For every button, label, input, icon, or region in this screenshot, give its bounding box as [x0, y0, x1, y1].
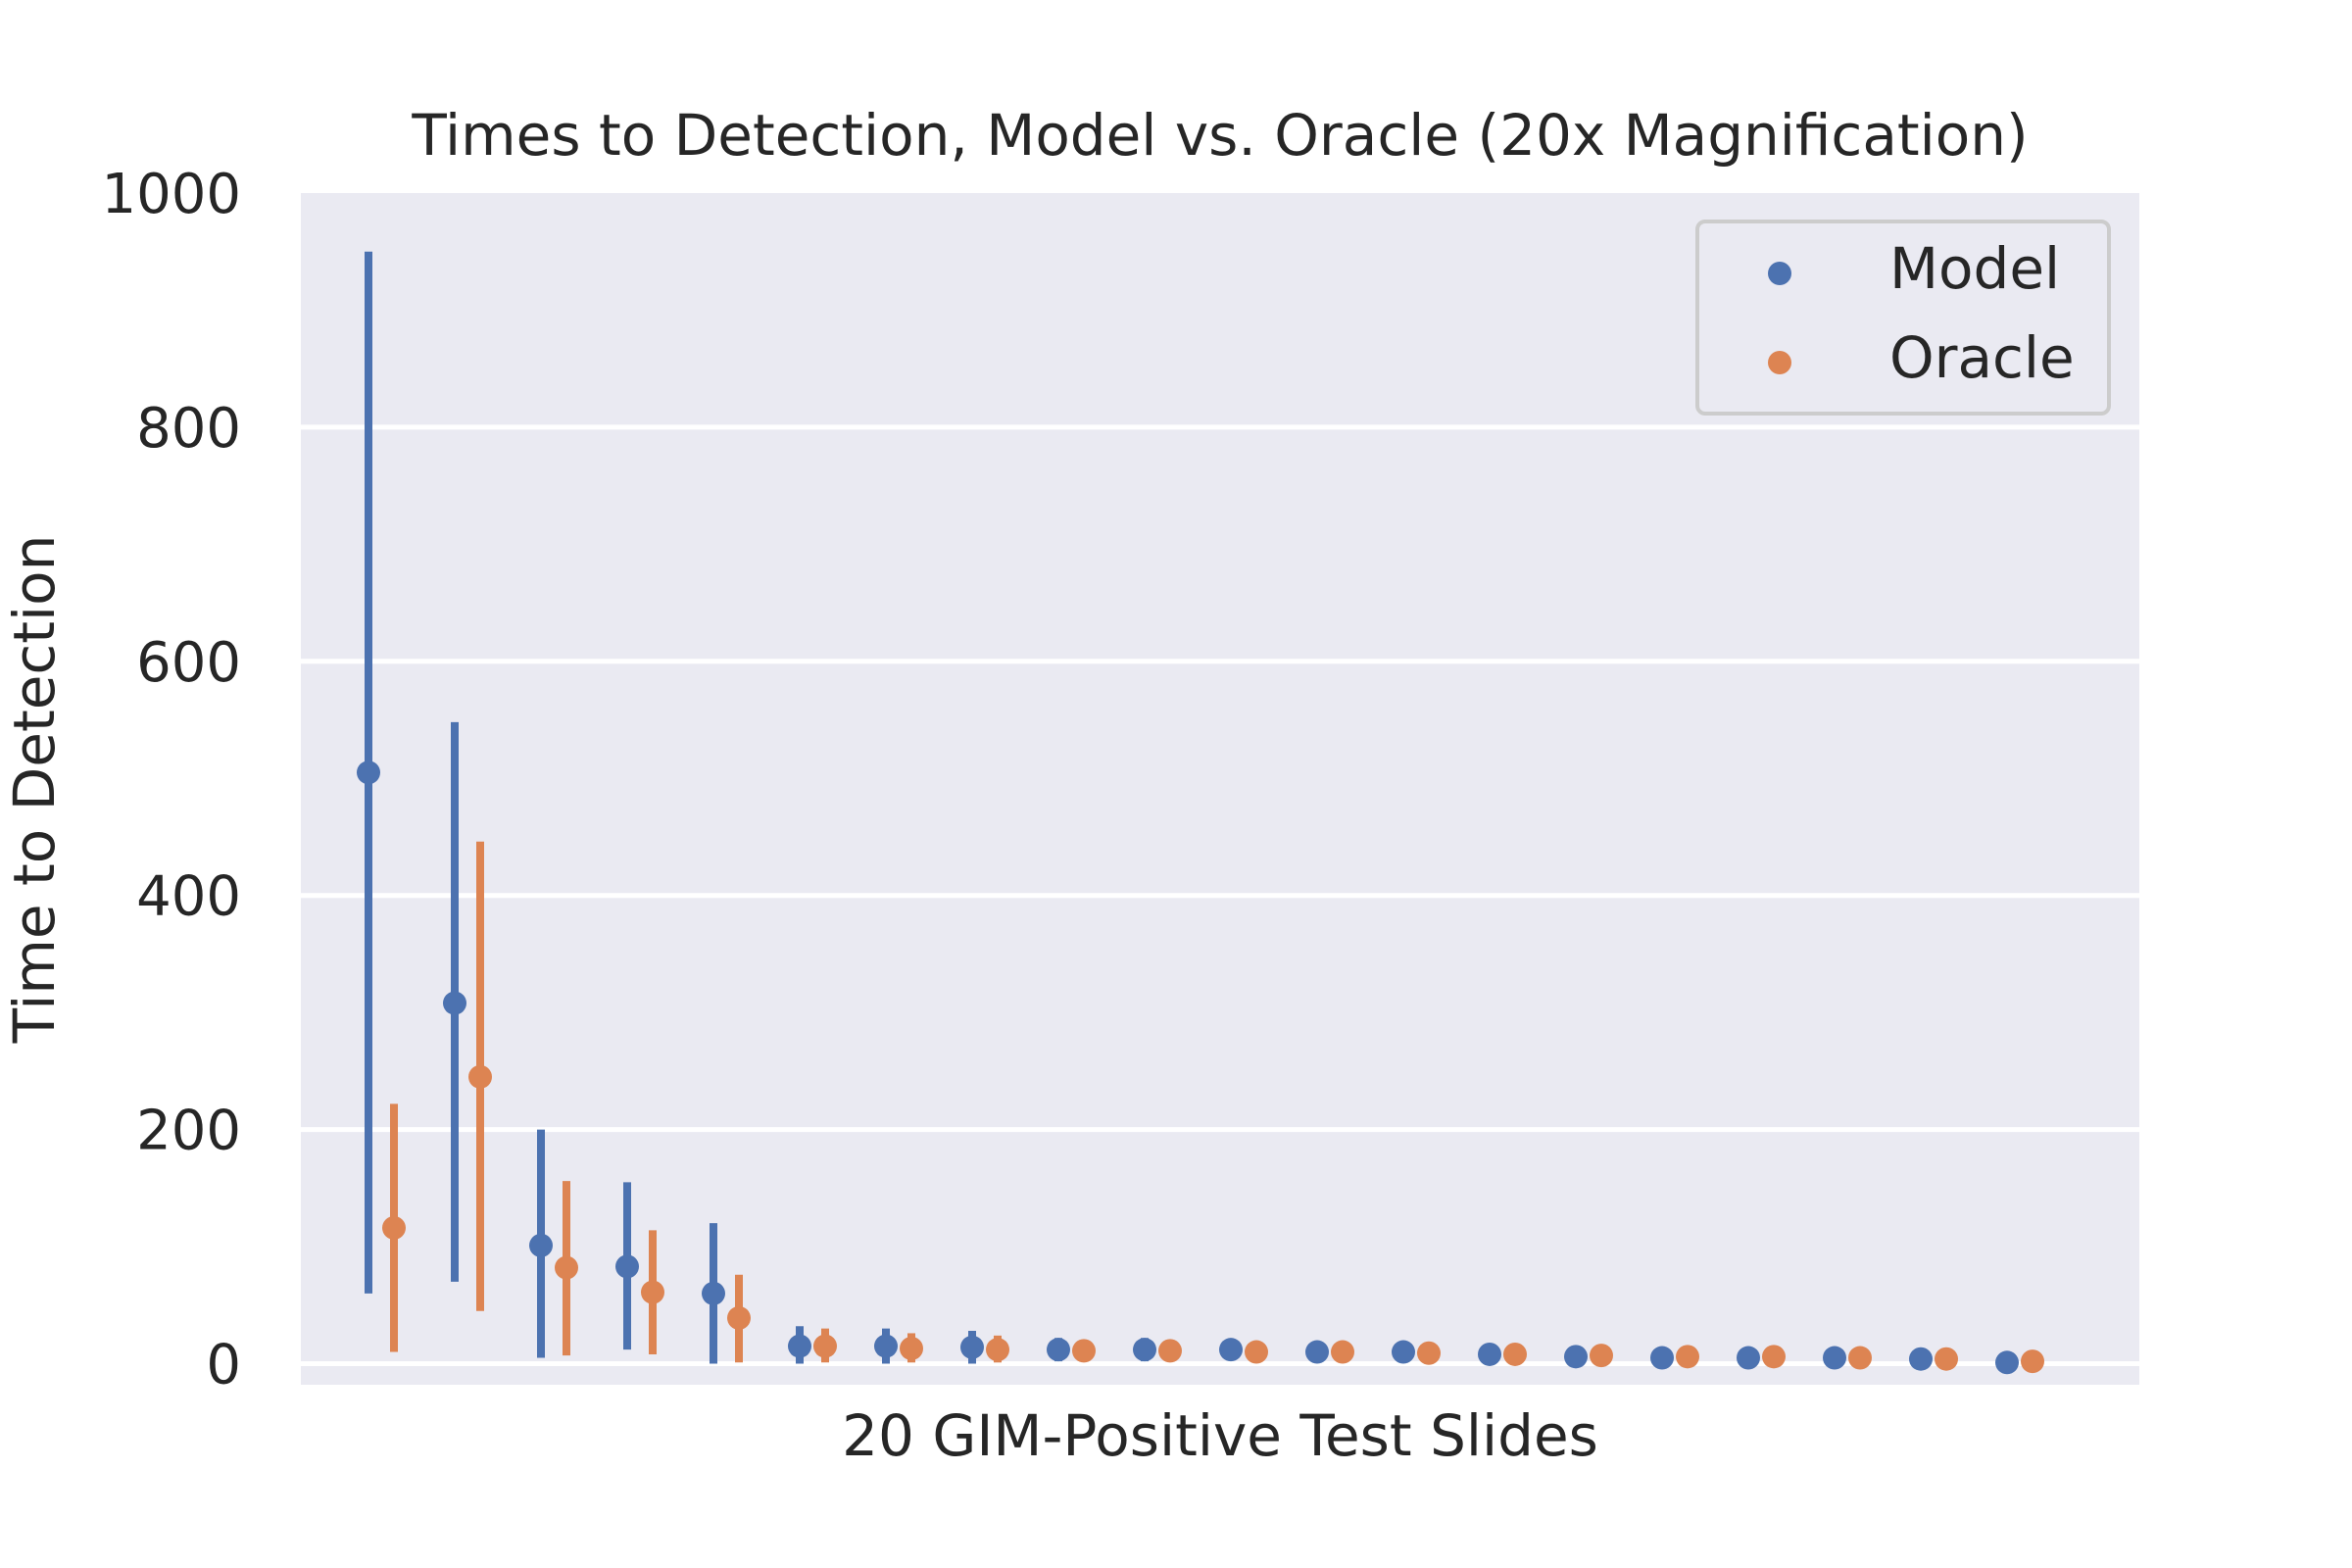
- model-point-8: [960, 1335, 984, 1359]
- model-point-18: [1823, 1346, 1846, 1370]
- series-model: [357, 251, 2019, 1375]
- oracle-point-2: [468, 1064, 492, 1089]
- oracle-point-17: [1762, 1345, 1786, 1369]
- model-point-14: [1478, 1342, 1501, 1366]
- series-oracle: [382, 841, 2044, 1374]
- legend-marker-model: [1768, 262, 1791, 285]
- model-point-17: [1737, 1346, 1760, 1370]
- y-tick-label-200: 200: [136, 1100, 241, 1163]
- legend: Model Oracle: [1695, 220, 2111, 416]
- chart-title: Times to Detection, Model vs. Oracle (20…: [411, 102, 2028, 169]
- model-point-16: [1650, 1346, 1674, 1370]
- x-axis-label: 20 GIM-Positive Test Slides: [842, 1402, 1598, 1469]
- oracle-point-9: [1072, 1339, 1096, 1363]
- model-point-20: [1995, 1350, 2019, 1375]
- model-point-12: [1305, 1340, 1329, 1364]
- model-point-13: [1392, 1340, 1415, 1364]
- oracle-point-15: [1590, 1344, 1613, 1368]
- model-point-2: [443, 991, 466, 1015]
- series-layer: [357, 251, 2044, 1375]
- legend-marker-oracle: [1768, 351, 1791, 374]
- oracle-point-8: [986, 1338, 1009, 1362]
- oracle-point-18: [1848, 1346, 1872, 1370]
- oracle-point-3: [555, 1255, 578, 1280]
- y-tick-label-800: 800: [136, 397, 241, 461]
- model-point-4: [615, 1254, 639, 1279]
- model-point-15: [1564, 1345, 1588, 1369]
- model-point-3: [529, 1233, 553, 1257]
- model-point-19: [1909, 1347, 1933, 1371]
- model-point-5: [702, 1281, 725, 1305]
- model-point-6: [788, 1334, 811, 1358]
- legend-label-oracle: Oracle: [1889, 324, 2075, 391]
- y-axis-ticks: 0 200 400 600 800 1000: [101, 163, 241, 1396]
- model-point-7: [874, 1334, 898, 1358]
- grid: [301, 424, 2139, 1366]
- model-point-1: [357, 760, 380, 785]
- y-tick-label-600: 600: [136, 631, 241, 695]
- oracle-point-11: [1245, 1340, 1268, 1364]
- oracle-point-4: [641, 1280, 664, 1304]
- legend-box: [1695, 220, 2111, 416]
- y-tick-label-1000: 1000: [101, 163, 241, 226]
- y-tick-label-400: 400: [136, 865, 241, 929]
- oracle-point-5: [727, 1305, 751, 1330]
- oracle-point-19: [1935, 1347, 1958, 1371]
- oracle-point-6: [813, 1334, 837, 1358]
- oracle-point-1: [382, 1215, 406, 1240]
- model-point-11: [1219, 1338, 1243, 1362]
- y-axis-label: Time to Detection: [1, 535, 68, 1045]
- legend-label-model: Model: [1889, 235, 2060, 302]
- oracle-point-20: [2021, 1349, 2044, 1374]
- oracle-point-12: [1331, 1340, 1354, 1364]
- y-tick-label-0: 0: [206, 1333, 241, 1396]
- oracle-point-7: [900, 1336, 923, 1360]
- oracle-point-14: [1503, 1342, 1527, 1366]
- model-point-10: [1133, 1338, 1156, 1362]
- oracle-point-16: [1676, 1345, 1699, 1369]
- oracle-point-13: [1417, 1341, 1441, 1365]
- oracle-point-10: [1158, 1339, 1182, 1363]
- model-point-9: [1047, 1338, 1070, 1362]
